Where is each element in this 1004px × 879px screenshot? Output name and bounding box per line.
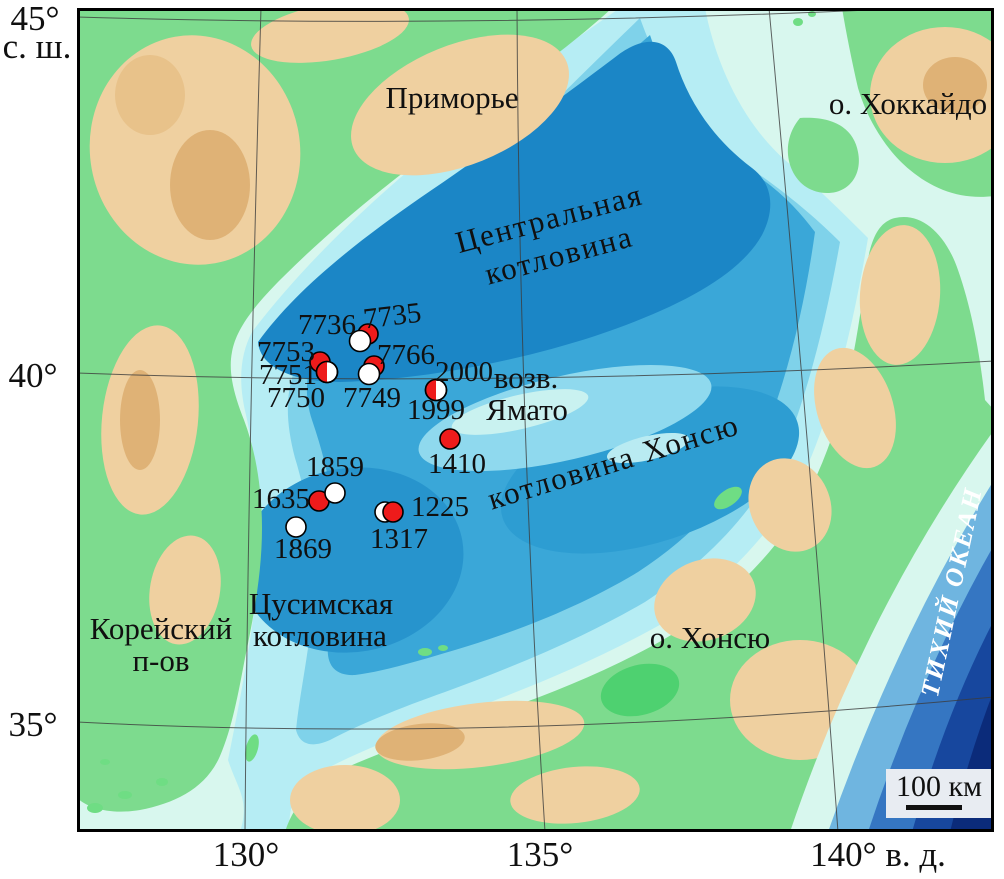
station-label: 1859 bbox=[306, 451, 364, 483]
axis-lon-130: 130° bbox=[213, 835, 280, 874]
station-marker-white bbox=[324, 482, 346, 504]
label-tsushima-basin-1: Цусимская bbox=[249, 586, 393, 621]
station-label: 1999 bbox=[407, 394, 465, 426]
land-japan bbox=[285, 216, 994, 832]
station-label: 1225 bbox=[411, 491, 469, 523]
meridian-130 bbox=[244, 8, 262, 832]
land-asia bbox=[77, 8, 612, 812]
map-frame bbox=[77, 8, 994, 832]
station-label: 7753 bbox=[257, 336, 315, 368]
axis-lon-135: 135° bbox=[507, 835, 574, 874]
axis-labels: 45° с. ш. 40° 35° 130° 135° 140° в. д. bbox=[3, 0, 946, 874]
bathymetry-layers bbox=[228, 8, 868, 832]
label-korean-peninsula-2: п-ов bbox=[132, 643, 189, 678]
scale-bar: 100 км bbox=[886, 769, 992, 818]
axis-lat-35: 35° bbox=[9, 705, 58, 744]
label-hokkaido: о. Хоккайдо bbox=[829, 86, 987, 121]
graticule bbox=[77, 8, 994, 832]
station-label: 1869 bbox=[274, 533, 332, 565]
station-marker-white bbox=[357, 362, 381, 386]
land-hokkaido bbox=[787, 8, 994, 197]
label-honshu-island: о. Хонсю bbox=[650, 620, 770, 655]
station-labels: 7736 7735 7753 7751 7750 7766 7749 2000 … bbox=[252, 297, 493, 565]
parallel-35 bbox=[77, 696, 994, 730]
station-label: 2000 bbox=[435, 356, 493, 388]
station-label: 7750 bbox=[267, 382, 325, 414]
station-marker-red bbox=[439, 428, 461, 450]
station-label: 7736 bbox=[298, 309, 356, 341]
label-yamato-rise-2: Ямато bbox=[486, 392, 568, 427]
station-marker-half bbox=[424, 378, 448, 402]
station-marker-white bbox=[285, 516, 307, 538]
station-markers bbox=[285, 323, 461, 538]
meridian-140 bbox=[768, 8, 839, 832]
scale-bar-label: 100 км bbox=[896, 770, 982, 803]
station-label: 7751 bbox=[259, 359, 317, 391]
station-label: 1635 bbox=[252, 483, 310, 515]
parallel-40 bbox=[77, 360, 994, 380]
station-marker-white bbox=[348, 329, 372, 353]
station-label: 7735 bbox=[362, 297, 423, 336]
axis-lat-unit: с. ш. bbox=[3, 27, 72, 66]
axis-lon-140: 140° в. д. bbox=[810, 835, 946, 874]
scale-bar-line bbox=[906, 805, 962, 810]
label-yamato-rise-1: возв. bbox=[494, 360, 559, 395]
map-layers: Приморье о. Хоккайдо Центральная котлови… bbox=[77, 8, 994, 832]
axis-lat-40: 40° bbox=[9, 356, 58, 395]
station-label: 7766 bbox=[377, 339, 435, 371]
station-label: 1317 bbox=[370, 523, 428, 555]
station-label: 1410 bbox=[428, 448, 486, 480]
label-korean-peninsula-1: Корейский bbox=[90, 611, 232, 646]
label-tsushima-basin-2: котловина bbox=[253, 618, 387, 653]
station-marker-half bbox=[315, 360, 339, 384]
pacific-ocean-bands bbox=[790, 430, 994, 832]
meridian-135 bbox=[516, 8, 546, 832]
station-marker-red bbox=[382, 501, 404, 523]
small-islands bbox=[87, 11, 816, 813]
label-primorye: Приморье bbox=[386, 80, 519, 115]
station-label: 7749 bbox=[343, 382, 401, 414]
axis-lat-45: 45° bbox=[11, 0, 60, 38]
